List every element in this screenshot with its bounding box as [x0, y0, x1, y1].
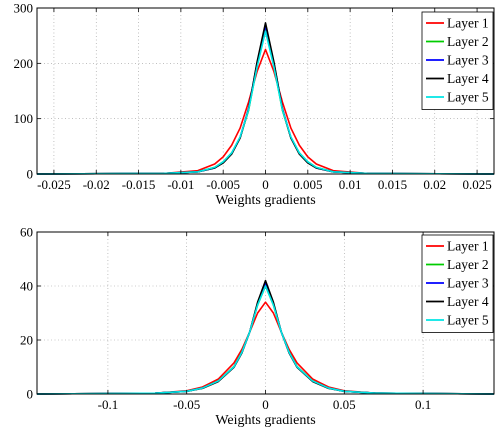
x-tick-label: -0.025 — [37, 177, 71, 192]
legend-label: Layer 1 — [447, 16, 489, 31]
x-tick-label: 0.01 — [339, 177, 362, 192]
series-line-layer-1 — [36, 48, 495, 175]
series-line-layer-5 — [36, 30, 495, 175]
legend: Layer 1 Layer 2 Layer 3 Layer 4 Layer 5 — [421, 11, 494, 110]
x-tick-label: 0.05 — [333, 397, 356, 412]
x-tick-label: 0.005 — [293, 177, 322, 192]
x-axis-label: Weights gradients — [215, 193, 315, 208]
x-tick-label: 0.025 — [462, 177, 491, 192]
series-line-layer-5 — [36, 285, 495, 395]
x-tick-label: 0 — [262, 397, 269, 412]
y-tick-label: 0 — [27, 387, 34, 402]
legend-label: Layer 3 — [447, 276, 489, 291]
y-tick-label: 300 — [14, 1, 34, 16]
legend-label: Layer 5 — [447, 313, 489, 328]
x-tick-label: 0.015 — [378, 177, 407, 192]
x-tick-label: -0.05 — [173, 397, 200, 412]
y-tick-label: 0 — [27, 167, 34, 182]
y-tick-label: 100 — [14, 111, 34, 126]
legend: Layer 1 Layer 2 Layer 3 Layer 4 Layer 5 — [421, 234, 494, 333]
x-tick-label: 0.02 — [423, 177, 446, 192]
x-tick-label: -0.005 — [206, 177, 240, 192]
x-tick-label: -0.1 — [98, 397, 119, 412]
y-tick-label: 20 — [20, 333, 33, 348]
x-tick-label: -0.01 — [167, 177, 194, 192]
series-line-layer-1 — [36, 301, 495, 395]
plot-area — [37, 8, 494, 174]
bottom-chart: -0.1 -0.05 0 0.05 0.1 0 20 40 60 Weights gradient… — [20, 225, 495, 428]
legend-label: Layer 4 — [447, 294, 489, 309]
y-tick-label: 40 — [20, 279, 33, 294]
legend-label: Layer 2 — [447, 257, 489, 272]
x-axis-label: Weights gradients — [215, 413, 315, 428]
x-tick-label: 0.1 — [415, 397, 431, 412]
legend-label: Layer 2 — [447, 34, 489, 49]
top-chart: -0.025 -0.02 -0.015 -0.01 -0.005 0 0.005 0.01 0.… — [14, 1, 495, 208]
y-tick-label: 60 — [20, 225, 33, 240]
x-tick-label: -0.02 — [83, 177, 110, 192]
legend-label: Layer 5 — [447, 90, 489, 105]
x-tick-label: 0 — [262, 177, 269, 192]
x-tick-label: -0.015 — [122, 177, 156, 192]
legend-label: Layer 3 — [447, 53, 489, 68]
y-tick-label: 200 — [14, 56, 34, 71]
legend-label: Layer 4 — [447, 71, 489, 86]
legend-label: Layer 1 — [447, 239, 489, 254]
